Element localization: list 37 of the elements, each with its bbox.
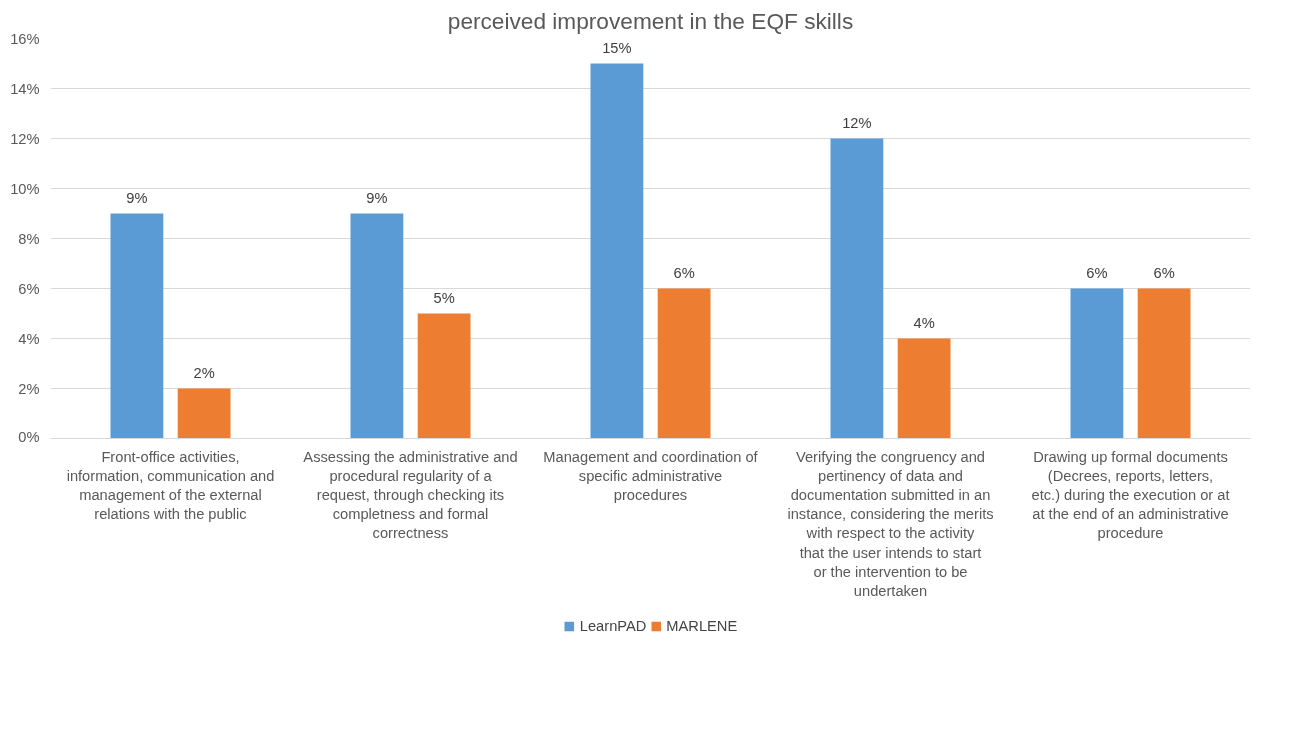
data-label: 6%: [1153, 264, 1175, 281]
y-tick-label: 2%: [18, 380, 40, 397]
data-label: 9%: [126, 189, 148, 206]
data-label: 5%: [433, 289, 455, 306]
bar: [1070, 288, 1124, 439]
data-label: 6%: [673, 264, 695, 281]
data-label: 4%: [913, 314, 935, 331]
legend-label: MARLENE: [666, 618, 738, 634]
y-tick-label: 12%: [10, 130, 40, 147]
y-tick-label: 14%: [10, 80, 40, 97]
bar: [897, 338, 951, 439]
data-label: 12%: [842, 114, 872, 131]
x-tick-label: Assessing the administrative and procedural regularity of a request, through checking its completness and formal correctness: [303, 448, 518, 542]
x-tick-label: Verifying the congruency and pertinency of data and documentation submitted in an instance, considering the merits with respect to the activity that the user intends to start or the intervention to be undertaken: [787, 448, 994, 599]
data-label: 2%: [193, 364, 215, 381]
x-tick-label: Drawing up formal documents (Decrees, reports, letters, etc.) during the execution or at at the end of an administrative procedure: [1031, 448, 1230, 542]
bar: [350, 213, 404, 439]
x-tick-label: Front-office activities, information, communication and management of the external relations with the public: [66, 448, 275, 523]
bar: [417, 313, 471, 439]
x-tick-label: Management and coordination of specific administrative procedures: [543, 448, 759, 503]
y-tick-label: 6%: [18, 280, 40, 297]
y-tick-label: 16%: [10, 30, 40, 47]
bar: [1137, 288, 1191, 439]
y-tick-label: 8%: [18, 230, 40, 247]
chart-title: perceived improvement in the EQF skills: [447, 7, 854, 34]
y-tick-label: 10%: [10, 180, 40, 197]
y-tick-label: 0%: [18, 428, 40, 445]
bar: [657, 288, 711, 439]
bar: [177, 388, 231, 439]
bar: [590, 63, 644, 439]
data-label: 6%: [1086, 264, 1108, 281]
legend-label: LearnPAD: [579, 618, 647, 634]
data-label: 9%: [366, 189, 388, 206]
bar: [110, 213, 164, 439]
bar: [830, 138, 884, 439]
y-tick-label: 4%: [18, 330, 40, 347]
data-label: 15%: [602, 39, 632, 56]
